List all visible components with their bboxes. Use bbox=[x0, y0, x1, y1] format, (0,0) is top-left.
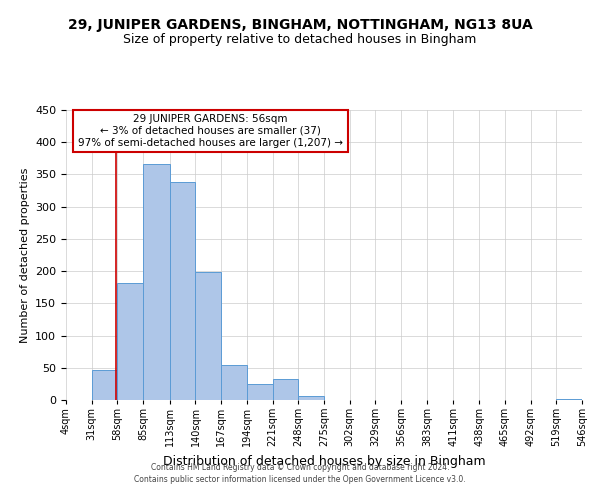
Text: Contains public sector information licensed under the Open Government Licence v3: Contains public sector information licen… bbox=[134, 475, 466, 484]
Bar bbox=[247, 384, 272, 400]
Text: 29 JUNIPER GARDENS: 56sqm
← 3% of detached houses are smaller (37)
97% of semi-d: 29 JUNIPER GARDENS: 56sqm ← 3% of detach… bbox=[78, 114, 343, 148]
Bar bbox=[170, 182, 196, 400]
Y-axis label: Number of detached properties: Number of detached properties bbox=[20, 168, 29, 342]
Bar bbox=[118, 284, 143, 400]
Text: Contains HM Land Registry data © Crown copyright and database right 2024.: Contains HM Land Registry data © Crown c… bbox=[151, 464, 449, 472]
Bar bbox=[556, 398, 582, 400]
Bar bbox=[221, 365, 247, 400]
X-axis label: Distribution of detached houses by size in Bingham: Distribution of detached houses by size … bbox=[163, 455, 485, 468]
Text: Size of property relative to detached houses in Bingham: Size of property relative to detached ho… bbox=[124, 32, 476, 46]
Bar bbox=[92, 370, 118, 400]
Bar bbox=[272, 378, 298, 400]
Bar bbox=[196, 272, 221, 400]
Bar bbox=[298, 396, 324, 400]
Bar bbox=[143, 164, 170, 400]
Text: 29, JUNIPER GARDENS, BINGHAM, NOTTINGHAM, NG13 8UA: 29, JUNIPER GARDENS, BINGHAM, NOTTINGHAM… bbox=[68, 18, 532, 32]
